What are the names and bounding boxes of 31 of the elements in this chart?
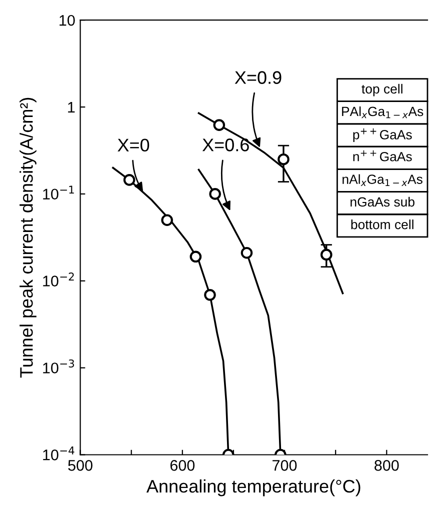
y-tick-label: 10$^{−4}$	[43, 446, 74, 460]
annotation: X=0.6	[202, 138, 249, 152]
y-tick-label: 10$^{−1}$	[43, 186, 74, 200]
x-tick-label: 500	[68, 460, 92, 471]
point	[209, 188, 221, 200]
point	[213, 119, 226, 131]
annotation: n$^{++}$GaAs	[353, 150, 412, 162]
x-axis-title: Annealing temperature(°C)	[146, 479, 360, 496]
annotation: nAl$_{x}$Ga$_{1−x}$As	[342, 174, 422, 186]
annotation: top cell	[362, 84, 402, 96]
annotation: nGaAs sub	[350, 196, 414, 207]
point	[123, 174, 136, 186]
point	[190, 250, 202, 263]
point	[240, 246, 253, 259]
x-tick-label: 600	[170, 460, 195, 471]
y-tick-label: 10$^{−3}$	[43, 359, 74, 374]
y-tick-label: 10$^{−2}$	[43, 272, 74, 286]
point	[161, 214, 173, 226]
annotation: X=0.9	[234, 71, 282, 84]
annotation: X=0	[118, 138, 150, 152]
point	[278, 153, 290, 166]
point	[204, 288, 216, 301]
y-tick-label: 10	[60, 14, 75, 26]
y-axis-title: Tunnel peak current density(A/cm²)	[20, 98, 36, 378]
y-tick-label: 1	[68, 102, 75, 113]
annotation: PAl$_{x}$Ga$_{1−x}$As	[342, 106, 424, 118]
point	[320, 248, 332, 261]
x-tick-label: 700	[272, 460, 297, 471]
annotation: p$^{++}$GaAs	[353, 128, 412, 142]
x-tick-label: 800	[374, 460, 399, 471]
annotation: bottom cell	[351, 220, 414, 230]
